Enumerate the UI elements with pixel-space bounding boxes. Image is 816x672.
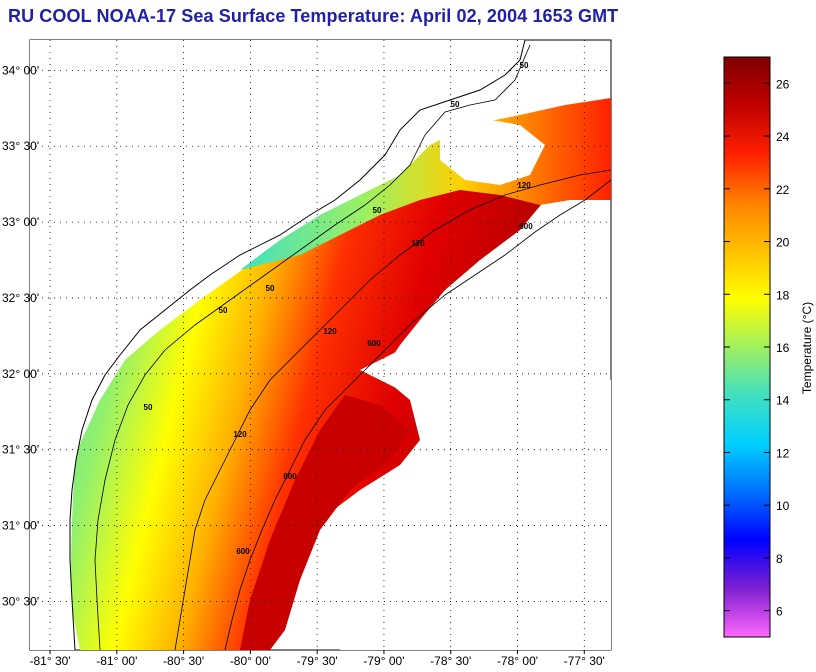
contour-label: 120 (233, 430, 247, 439)
contour-label: 50 (266, 284, 275, 293)
cloud-gap-east (340, 345, 611, 650)
isobath-120 (174, 169, 611, 650)
contour-labels: 50 50 50 50 50 50 120 120 120 120 600 600 600 600 (144, 61, 534, 556)
contour-label: 50 (219, 306, 228, 315)
lon-label: -81° 30' (29, 654, 70, 668)
lon-label: -79° 00' (363, 654, 404, 668)
lat-label: 31° 30' (2, 443, 39, 457)
contour-label: 120 (323, 327, 337, 336)
lat-label: 30° 30' (2, 594, 39, 608)
colorbar-tick-label: 20 (776, 236, 790, 250)
lon-label: -80° 30' (163, 654, 204, 668)
contour-label: 600 (283, 472, 297, 481)
colorbar-label: Temperature (°C) (800, 302, 814, 394)
contour-label: 50 (144, 403, 153, 412)
colorbar-tick-label: 12 (776, 446, 790, 460)
cloud-gap (440, 118, 545, 185)
colorbar-tick-label: 18 (776, 288, 790, 302)
lat-label: 32° 30' (2, 291, 39, 305)
contour-label: 50 (451, 100, 460, 109)
lat-label: 32° 00' (2, 367, 39, 381)
land-mask (30, 40, 525, 650)
contour-label: 120 (411, 239, 425, 248)
lat-label: 34° 00' (2, 63, 39, 77)
contour-label: 50 (373, 206, 382, 215)
colorbar-tick-label: 16 (776, 341, 790, 355)
lat-label: 31° 00' (2, 519, 39, 533)
lat-label: 33° 30' (2, 139, 39, 153)
colorbar-tick-label: 22 (776, 183, 790, 197)
gulf-stream-band (240, 395, 410, 650)
contour-label: 50 (520, 61, 529, 70)
lon-label: -81° 00' (96, 654, 137, 668)
isobath-600 (224, 179, 611, 650)
contour-label: 600 (367, 339, 381, 348)
colorbar-tick-label: 26 (776, 77, 790, 91)
contour-label: 600 (519, 222, 533, 231)
colorbar-tick-label: 6 (776, 605, 783, 619)
colorbar-tick-label: 10 (776, 499, 790, 513)
colorbar-fill (723, 56, 771, 638)
coastline (69, 40, 526, 650)
lon-label: -79° 30' (297, 654, 338, 668)
contour-label: 120 (517, 181, 531, 190)
lon-label: -77° 30' (564, 654, 605, 668)
colorbar-tick-label: 14 (776, 394, 790, 408)
sst-swath-south (70, 175, 545, 650)
isobath-50 (94, 44, 531, 650)
colorbar-tick-label: 24 (776, 130, 790, 144)
contour-label: 600 (236, 547, 250, 556)
lon-label: -78° 00' (497, 654, 538, 668)
map-title: RU COOL NOAA-17 Sea Surface Temperature:… (8, 6, 619, 26)
lon-label: -78° 30' (430, 654, 471, 668)
lon-label: -80° 00' (230, 654, 271, 668)
colorbar-ticks: 26 24 22 20 18 16 14 12 10 8 6 (724, 77, 790, 619)
colorbar-tick-label: 8 (776, 552, 783, 566)
lat-label: 33° 00' (2, 215, 39, 229)
graticule: 34° 00' 33° 30' 33° 00' 32° 30' 32° 00' 31° 3… (2, 40, 611, 668)
